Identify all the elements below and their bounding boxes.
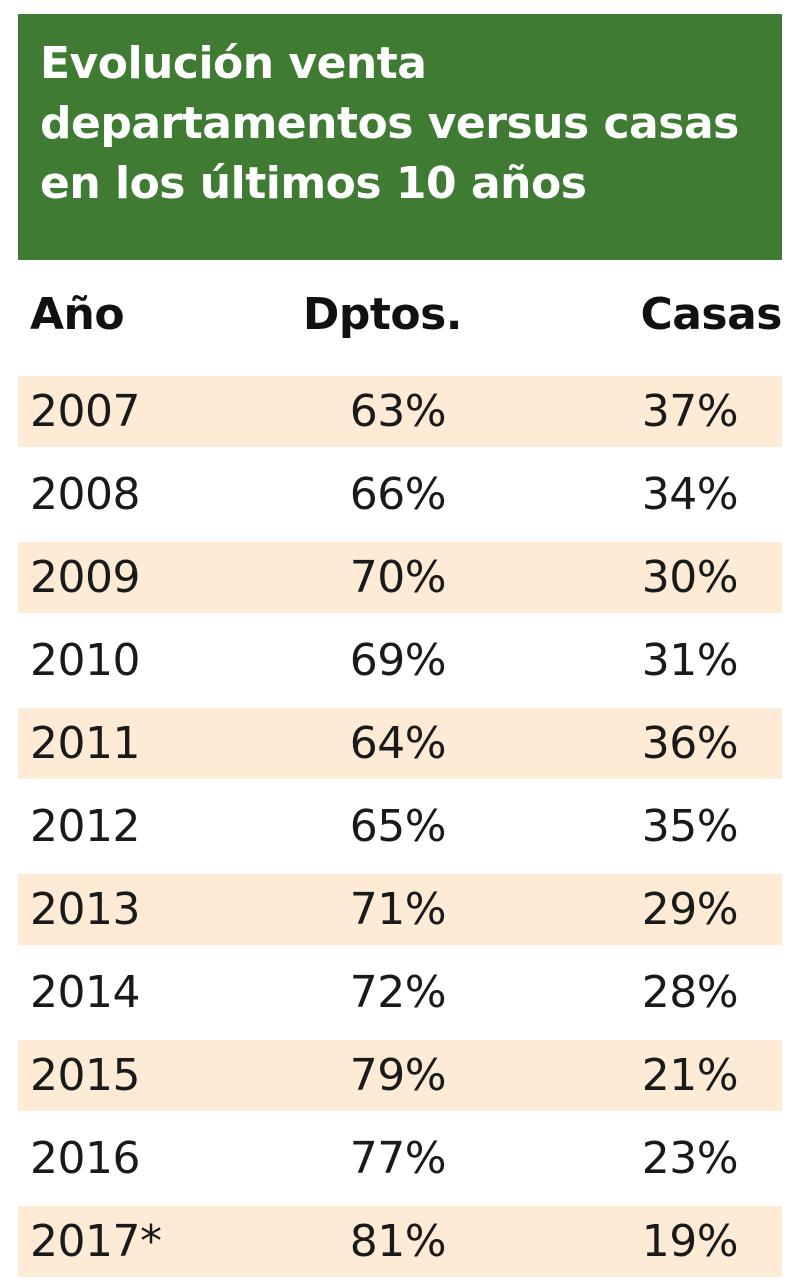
cell-year: 2009 [30,552,140,603]
table-body: 2007 63% 37% 2008 66% 34% 2009 70% 30% 2010 69% 31%… [18,372,782,1285]
table-row: 2016 77% 23% [18,1119,782,1202]
row-band [18,874,782,945]
cell-casas: 30% [641,552,739,603]
cell-casas: 31% [641,635,739,686]
cell-dptos: 63% [349,386,447,437]
table-row: 2010 69% 31% [18,621,782,704]
row-band [18,376,782,447]
table-row: 2014 72% 28% [18,953,782,1036]
cell-dptos: 70% [349,552,447,603]
title-banner: Evolución venta departamentos versus cas… [18,14,782,260]
header-dptos: Dptos. [302,289,463,340]
table-row: 2011 64% 36% [18,704,782,787]
cell-year: 2008 [30,469,140,520]
cell-year: 2013 [30,884,140,935]
table-row: 2015 79% 21% [18,1036,782,1119]
cell-casas: 21% [641,1050,739,1101]
cell-casas: 19% [641,1216,739,1267]
cell-dptos: 72% [349,967,447,1018]
cell-casas: 37% [641,386,739,437]
table-row: 2013 71% 29% [18,870,782,953]
header-year: Año [30,289,125,340]
cell-casas: 29% [641,884,739,935]
row-band [18,708,782,779]
cell-year: 2011 [30,718,140,769]
cell-year: 2015 [30,1050,140,1101]
cell-casas: 35% [641,801,739,852]
row-band [18,1040,782,1111]
table-title: Evolución venta departamentos versus cas… [40,38,739,209]
cell-dptos: 66% [349,469,447,520]
cell-dptos: 69% [349,635,447,686]
cell-year: 2014 [30,967,140,1018]
cell-dptos: 81% [349,1216,447,1267]
cell-casas: 23% [641,1133,739,1184]
cell-year: 2016 [30,1133,140,1184]
cell-dptos: 65% [349,801,447,852]
table-row: 2008 66% 34% [18,455,782,538]
table-row: 2009 70% 30% [18,538,782,621]
cell-dptos: 79% [349,1050,447,1101]
table-header: Año Dptos. Casas [18,283,782,347]
cell-dptos: 64% [349,718,447,769]
cell-casas: 36% [641,718,739,769]
cell-year: 2007 [30,386,140,437]
row-band [18,1206,782,1277]
cell-casas: 34% [641,469,739,520]
cell-dptos: 77% [349,1133,447,1184]
cell-casas: 28% [641,967,739,1018]
table-row: 2007 63% 37% [18,372,782,455]
cell-year: 2010 [30,635,140,686]
cell-year: 2012 [30,801,140,852]
cell-dptos: 71% [349,884,447,935]
table-row: 2017* 81% 19% [18,1202,782,1285]
cell-year: 2017* [30,1216,162,1267]
row-band [18,542,782,613]
table-row: 2012 65% 35% [18,787,782,870]
header-casas: Casas [640,289,782,340]
